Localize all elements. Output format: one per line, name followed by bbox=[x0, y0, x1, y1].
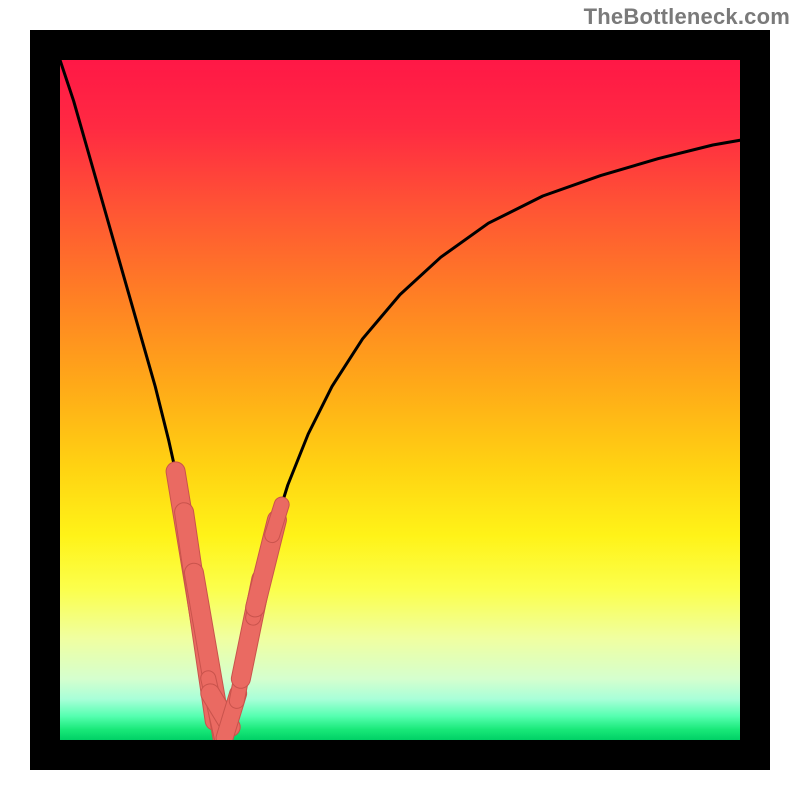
frame-edge bbox=[30, 30, 770, 60]
frame-edge bbox=[30, 740, 770, 770]
curve-marker bbox=[272, 505, 282, 535]
chart-canvas: TheBottleneck.com bbox=[0, 0, 800, 800]
plot-background bbox=[60, 60, 740, 740]
frame-edge bbox=[740, 30, 770, 770]
frame-edge bbox=[30, 30, 60, 770]
watermark-text: TheBottleneck.com bbox=[584, 4, 790, 30]
chart-svg bbox=[0, 0, 800, 800]
